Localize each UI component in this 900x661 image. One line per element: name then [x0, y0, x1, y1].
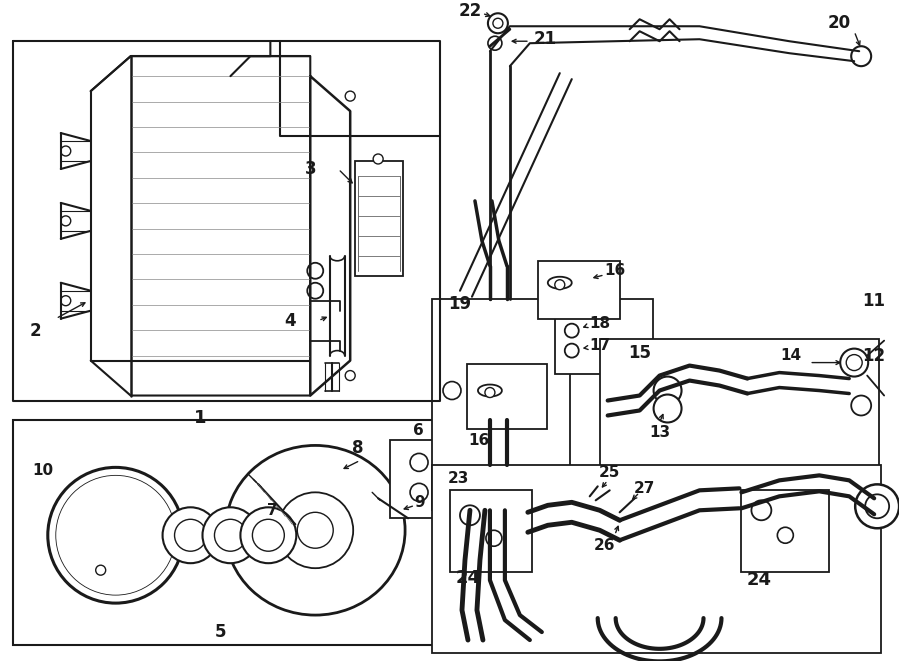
Bar [390, 440, 448, 518]
Circle shape [163, 507, 219, 563]
Circle shape [297, 512, 333, 548]
Text: 16: 16 [468, 433, 490, 448]
Bar [538, 261, 620, 319]
Bar [432, 465, 881, 653]
Text: 21: 21 [534, 30, 556, 48]
Text: 16: 16 [604, 263, 626, 278]
Circle shape [653, 395, 681, 422]
Text: 24: 24 [747, 571, 772, 589]
Circle shape [486, 530, 502, 546]
Circle shape [460, 505, 480, 525]
Text: 26: 26 [594, 538, 616, 553]
Bar [742, 490, 829, 572]
Bar [450, 490, 532, 572]
Text: 10: 10 [32, 463, 53, 478]
Circle shape [565, 344, 579, 358]
Circle shape [346, 91, 356, 101]
Circle shape [307, 263, 323, 279]
Circle shape [410, 483, 428, 501]
Circle shape [851, 395, 871, 416]
Circle shape [109, 528, 122, 542]
Bar [554, 299, 652, 373]
Text: 22: 22 [458, 2, 482, 20]
Circle shape [277, 492, 353, 568]
Circle shape [855, 485, 899, 528]
Circle shape [202, 507, 258, 563]
Bar [467, 364, 547, 430]
Circle shape [851, 46, 871, 66]
Circle shape [565, 324, 579, 338]
Bar [13, 420, 442, 645]
Bar [599, 338, 879, 479]
Text: 8: 8 [353, 440, 364, 457]
Text: 14: 14 [781, 348, 802, 363]
Text: 4: 4 [284, 312, 296, 330]
Circle shape [252, 520, 284, 551]
Text: 19: 19 [448, 295, 471, 313]
Text: 18: 18 [590, 316, 610, 331]
Circle shape [61, 146, 71, 156]
Circle shape [865, 494, 889, 518]
Circle shape [841, 348, 868, 377]
Circle shape [61, 216, 71, 226]
Text: 5: 5 [215, 623, 226, 641]
Text: 7: 7 [267, 503, 278, 518]
Circle shape [307, 283, 323, 299]
Circle shape [778, 527, 793, 543]
Text: 15: 15 [628, 344, 651, 362]
Circle shape [443, 381, 461, 399]
Circle shape [81, 500, 150, 570]
Circle shape [64, 483, 167, 587]
Circle shape [61, 295, 71, 305]
Text: 12: 12 [862, 346, 886, 365]
Circle shape [240, 507, 296, 563]
Circle shape [488, 36, 502, 50]
Circle shape [56, 475, 176, 595]
Bar [356, 161, 403, 276]
Circle shape [554, 280, 565, 290]
Circle shape [214, 520, 247, 551]
Text: 23: 23 [448, 471, 470, 486]
Text: 20: 20 [828, 15, 850, 32]
Circle shape [752, 500, 771, 520]
Circle shape [653, 377, 681, 405]
Text: 2: 2 [30, 322, 41, 340]
Circle shape [374, 154, 383, 164]
Circle shape [485, 387, 495, 397]
Circle shape [846, 354, 862, 371]
Text: 13: 13 [649, 425, 670, 440]
Circle shape [493, 19, 503, 28]
Text: 3: 3 [304, 160, 316, 178]
Circle shape [95, 565, 105, 575]
Circle shape [346, 371, 356, 381]
Circle shape [72, 491, 159, 579]
Circle shape [48, 467, 184, 603]
Text: 17: 17 [590, 338, 610, 353]
Text: 6: 6 [413, 423, 423, 438]
Circle shape [175, 520, 206, 551]
Text: 1: 1 [194, 409, 207, 428]
Text: 25: 25 [599, 465, 620, 480]
Text: 11: 11 [863, 292, 886, 310]
Bar [432, 299, 570, 510]
Text: 9: 9 [415, 495, 426, 510]
Circle shape [102, 522, 130, 549]
Text: 27: 27 [634, 481, 655, 496]
Circle shape [410, 453, 428, 471]
Circle shape [488, 13, 508, 33]
Text: 24: 24 [455, 569, 481, 587]
